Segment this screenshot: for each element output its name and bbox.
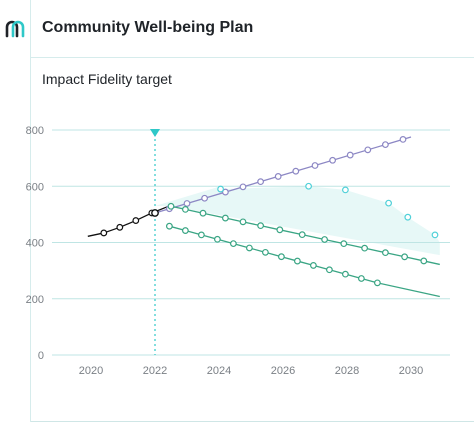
- green-series-upper-point: [221, 214, 229, 222]
- x-tick-label: 2022: [143, 365, 167, 377]
- green-series-lower-point: [342, 270, 349, 278]
- purple-series-point: [201, 194, 209, 202]
- purple-series-point: [364, 146, 372, 154]
- purple-series-point: [311, 162, 319, 169]
- green-series-upper-point: [382, 249, 389, 257]
- sidebar: [0, 0, 31, 422]
- green-series-lower-point: [278, 253, 285, 261]
- marker-triangle-icon: [150, 129, 160, 137]
- green-series-upper-point: [276, 226, 284, 234]
- target-series-point: [305, 182, 313, 190]
- target-series-point: [342, 186, 349, 194]
- green-series-lower-point: [181, 227, 189, 234]
- green-series-upper-point: [401, 253, 409, 261]
- purple-series-point: [329, 156, 337, 164]
- purple-series-point: [399, 136, 407, 143]
- green-series-lower-point: [358, 275, 365, 282]
- x-tick-label: 2028: [335, 365, 359, 377]
- x-tick-label: 2024: [207, 365, 231, 377]
- history-series-point: [100, 229, 108, 237]
- target-series-point: [431, 231, 439, 239]
- purple-series-point: [292, 167, 300, 175]
- history-series-point: [116, 223, 124, 231]
- purple-series-point: [239, 183, 247, 191]
- green-series-lower-point: [294, 257, 301, 265]
- green-series-upper-point: [298, 231, 306, 239]
- app-header: Community Well-being Plan: [31, 0, 474, 58]
- y-tick-label: 0: [38, 350, 44, 362]
- green-series-upper-point: [257, 222, 265, 230]
- green-series-lower-point: [197, 231, 205, 239]
- y-tick-label: 600: [26, 181, 44, 193]
- green-series-upper-point: [361, 244, 369, 252]
- x-tick-label: 2020: [79, 365, 103, 377]
- green-series-lower-point: [262, 248, 269, 256]
- section-title: Impact Fidelity target: [42, 71, 172, 87]
- y-tick-label: 200: [26, 294, 44, 306]
- green-series-lower-point: [245, 244, 253, 252]
- green-series-lower-point: [213, 235, 221, 243]
- target-series-point: [385, 199, 393, 207]
- current-value-point: [151, 209, 159, 217]
- purple-series-point: [183, 200, 191, 207]
- target-series-point: [404, 213, 412, 221]
- target-band: [155, 186, 440, 256]
- green-series-upper-point: [167, 202, 175, 210]
- y-tick-label: 800: [26, 125, 44, 137]
- page-title: Community Well-being Plan: [42, 19, 254, 36]
- purple-series-point: [221, 188, 229, 196]
- purple-series-point: [382, 141, 389, 149]
- green-series-lower-point: [374, 279, 381, 287]
- green-series-lower-point: [326, 266, 333, 274]
- green-series-lower-point: [310, 262, 317, 269]
- x-tick-label: 2026: [271, 365, 295, 377]
- x-tick-label: 2030: [399, 365, 423, 377]
- history-series-line: [103, 212, 153, 234]
- green-series-upper-point: [239, 218, 247, 226]
- green-series-upper-point: [181, 205, 189, 213]
- green-series-upper-point: [340, 240, 348, 248]
- green-series-lower-point: [165, 222, 173, 230]
- green-series-upper-point: [199, 209, 207, 217]
- purple-series-point: [274, 173, 282, 180]
- purple-series-point: [257, 178, 265, 186]
- green-series-lower-point: [229, 240, 237, 248]
- history-series-point: [132, 217, 140, 224]
- green-series-upper-point: [420, 257, 428, 265]
- purple-series-point: [346, 151, 354, 159]
- y-tick-label: 400: [26, 238, 44, 250]
- target-series-point: [217, 185, 225, 193]
- brand-logo-icon[interactable]: [4, 18, 26, 38]
- green-series-upper-point: [321, 236, 329, 243]
